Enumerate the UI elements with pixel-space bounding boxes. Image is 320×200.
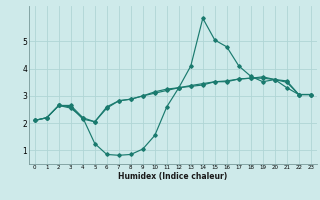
X-axis label: Humidex (Indice chaleur): Humidex (Indice chaleur) xyxy=(118,172,228,181)
